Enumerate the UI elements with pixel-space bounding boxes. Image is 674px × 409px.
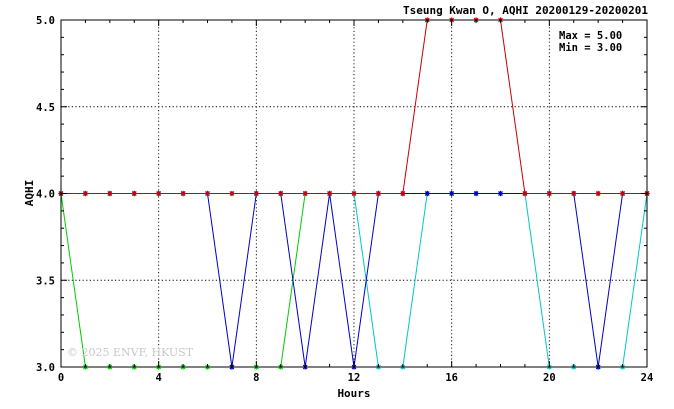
- x-tick-label: 12: [348, 372, 361, 384]
- data-point: [424, 190, 430, 197]
- stat-min: Min = 3.00: [559, 42, 622, 54]
- x-tick-label: 0: [58, 372, 64, 384]
- y-tick-label: 3.5: [36, 275, 55, 287]
- data-point: [375, 190, 382, 197]
- data-point: [278, 190, 284, 197]
- y-tick-label: 3.0: [36, 362, 55, 374]
- watermark: © 2025 ENVF, HKUST: [67, 346, 194, 359]
- tick-labels: 0 4 8 12 16 20 24 3.0 3.5 4.0 4.5 5.0: [36, 15, 653, 384]
- x-tick-label: 20: [543, 372, 556, 384]
- data-point: [400, 190, 406, 197]
- data-point: [571, 190, 577, 197]
- x-tick-label: 24: [641, 372, 654, 384]
- y-tick-label: 4.0: [36, 189, 55, 201]
- data-point: [302, 190, 308, 197]
- data-point: [229, 190, 235, 197]
- data-point: [619, 190, 626, 197]
- x-tick-label: 16: [445, 372, 458, 384]
- series-layer: [58, 17, 650, 370]
- tick-marks: [60, 19, 648, 368]
- data-point: [546, 190, 552, 197]
- data-point: [449, 190, 455, 197]
- y-tick-label: 4.5: [36, 102, 55, 114]
- data-point: [522, 190, 528, 197]
- data-point: [82, 190, 89, 197]
- stat-max: Max = 5.00: [559, 30, 622, 42]
- data-point: [156, 190, 162, 197]
- data-point: [253, 190, 259, 197]
- data-point: [351, 190, 357, 197]
- y-axis-label: AQHI: [23, 180, 36, 207]
- x-axis-label: Hours: [337, 387, 370, 400]
- data-point: [497, 190, 504, 197]
- data-point: [204, 190, 211, 197]
- y-tick-label: 5.0: [36, 15, 55, 27]
- x-tick-label: 8: [253, 372, 259, 384]
- x-tick-label: 4: [156, 372, 162, 384]
- chart-title: Tseung Kwan O, AQHI 20200129-20200201: [403, 4, 648, 17]
- data-point: [131, 190, 137, 197]
- data-point: [326, 190, 333, 197]
- data-point: [180, 190, 186, 197]
- data-point: [107, 190, 113, 197]
- data-point: [473, 190, 479, 197]
- data-point: [595, 190, 601, 197]
